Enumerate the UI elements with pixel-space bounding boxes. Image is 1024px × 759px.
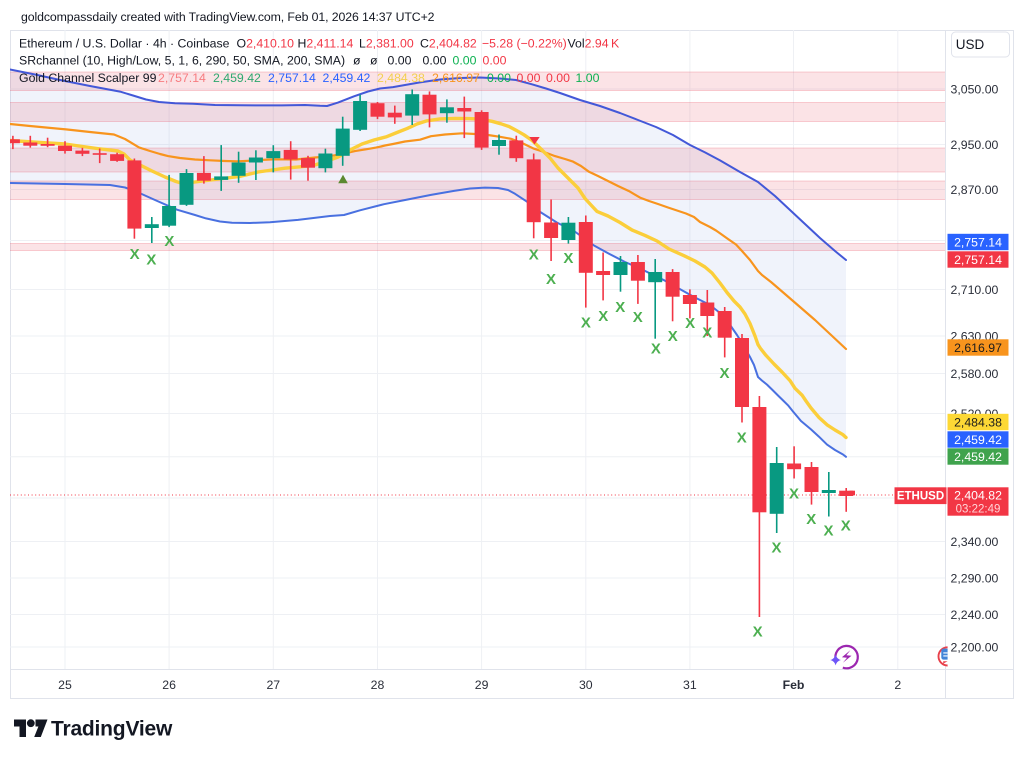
svg-text:2,757.14: 2,757.14 (954, 253, 1002, 267)
svg-text:X: X (823, 523, 833, 540)
svg-text:X: X (615, 299, 625, 316)
svg-text:X: X (563, 250, 573, 267)
svg-text:2,290.00: 2,290.00 (951, 571, 999, 585)
svg-text:X: X (737, 429, 747, 446)
svg-text:03:22:49: 03:22:49 (956, 504, 1001, 516)
svg-text:X: X (146, 251, 156, 268)
svg-text:2,616.97: 2,616.97 (954, 341, 1002, 355)
svg-text:X: X (789, 486, 799, 503)
svg-text:SRchannel (10, High/Low, 5, 1,: SRchannel (10, High/Low, 5, 1, 6, 290, 5… (19, 54, 507, 68)
svg-text:Gold Channel Scalper 992,757.1: Gold Channel Scalper 99 2,757.14 2,459.42 2… (19, 71, 600, 85)
svg-text:X: X (719, 365, 729, 382)
svg-text:X: X (841, 518, 851, 535)
svg-text:27: 27 (266, 678, 280, 692)
svg-text:2,459.42: 2,459.42 (954, 433, 1002, 447)
svg-text:2,459.42: 2,459.42 (954, 450, 1002, 464)
svg-text:X: X (702, 325, 712, 342)
svg-text:3,050.00: 3,050.00 (951, 82, 999, 96)
svg-text:Ethereum / U.S. Dollar · 4h ·: Ethereum / U.S. Dollar · 4h · Coinbase O2… (19, 37, 620, 51)
svg-text:X: X (668, 328, 678, 345)
svg-text:USD: USD (956, 37, 985, 52)
svg-text:2,340.00: 2,340.00 (951, 535, 999, 549)
svg-text:2,580.00: 2,580.00 (951, 367, 999, 381)
svg-text:2,484.38: 2,484.38 (954, 415, 1002, 429)
svg-text:X: X (130, 246, 140, 263)
svg-text:TradingView: TradingView (51, 718, 173, 741)
svg-text:2,200.00: 2,200.00 (951, 640, 999, 654)
svg-text:29: 29 (475, 678, 489, 692)
svg-text:X: X (546, 271, 556, 288)
svg-text:X: X (651, 340, 661, 357)
svg-text:X: X (598, 308, 608, 325)
svg-text:X: X (771, 540, 781, 557)
svg-text:30: 30 (579, 678, 593, 692)
svg-text:26: 26 (162, 678, 176, 692)
svg-text:Feb: Feb (783, 678, 805, 692)
svg-text:X: X (164, 233, 174, 250)
svg-text:X: X (806, 511, 816, 528)
svg-text:X: X (685, 315, 695, 332)
svg-text:2,950.00: 2,950.00 (951, 138, 999, 152)
svg-text:X: X (581, 315, 591, 332)
svg-text:31: 31 (683, 678, 697, 692)
svg-text:X: X (633, 309, 643, 326)
svg-text:2,870.00: 2,870.00 (951, 183, 999, 197)
svg-text:28: 28 (371, 678, 385, 692)
svg-text:2,240.00: 2,240.00 (951, 608, 999, 622)
svg-text:ETHUSD: ETHUSD (897, 491, 944, 503)
svg-text:goldcompassdaily created with: goldcompassdaily created with TradingVie… (21, 10, 435, 24)
svg-text:2,757.14: 2,757.14 (954, 235, 1002, 249)
svg-text:X: X (753, 623, 763, 640)
svg-text:2,710.00: 2,710.00 (951, 283, 999, 297)
svg-text:2,404.82: 2,404.82 (954, 488, 1002, 502)
svg-text:2: 2 (894, 678, 901, 692)
svg-text:25: 25 (58, 678, 72, 692)
svg-text:X: X (529, 247, 539, 264)
